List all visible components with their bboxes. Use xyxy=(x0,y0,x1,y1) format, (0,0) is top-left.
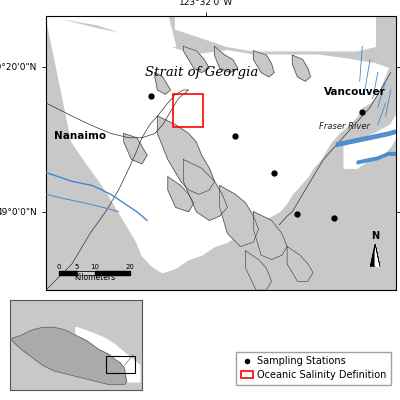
Polygon shape xyxy=(214,46,238,72)
Polygon shape xyxy=(357,152,396,164)
Polygon shape xyxy=(336,130,396,146)
Polygon shape xyxy=(46,16,176,46)
Bar xyxy=(173,94,203,127)
Polygon shape xyxy=(292,55,310,81)
Polygon shape xyxy=(344,116,396,168)
Text: 20: 20 xyxy=(126,264,135,270)
Polygon shape xyxy=(254,51,274,77)
Legend: Sampling Stations, Oceanic Salinity Definition: Sampling Stations, Oceanic Salinity Defi… xyxy=(236,352,391,385)
Polygon shape xyxy=(184,46,209,72)
Polygon shape xyxy=(46,16,388,273)
Polygon shape xyxy=(94,271,130,275)
Text: Fraser River: Fraser River xyxy=(319,122,370,132)
Text: 5: 5 xyxy=(74,264,79,270)
Polygon shape xyxy=(168,177,194,212)
Text: Strait of Georgia: Strait of Georgia xyxy=(145,66,258,79)
Polygon shape xyxy=(370,244,375,266)
Text: Nanaimo: Nanaimo xyxy=(54,131,106,141)
Polygon shape xyxy=(184,160,228,220)
Polygon shape xyxy=(12,327,126,384)
Bar xyxy=(106,356,135,373)
Polygon shape xyxy=(254,212,287,260)
Polygon shape xyxy=(158,116,214,194)
Polygon shape xyxy=(124,134,147,164)
Polygon shape xyxy=(77,271,94,275)
Text: Kilometers: Kilometers xyxy=(74,274,115,282)
Polygon shape xyxy=(375,244,380,266)
Text: 10: 10 xyxy=(90,264,99,270)
Text: N: N xyxy=(371,231,379,241)
Polygon shape xyxy=(155,72,170,94)
Text: Vancouver: Vancouver xyxy=(324,87,386,97)
Polygon shape xyxy=(59,271,77,275)
Polygon shape xyxy=(246,251,272,290)
Text: 0: 0 xyxy=(57,264,61,270)
Polygon shape xyxy=(76,327,140,382)
Polygon shape xyxy=(287,246,313,281)
Polygon shape xyxy=(176,16,375,51)
Polygon shape xyxy=(220,186,258,246)
